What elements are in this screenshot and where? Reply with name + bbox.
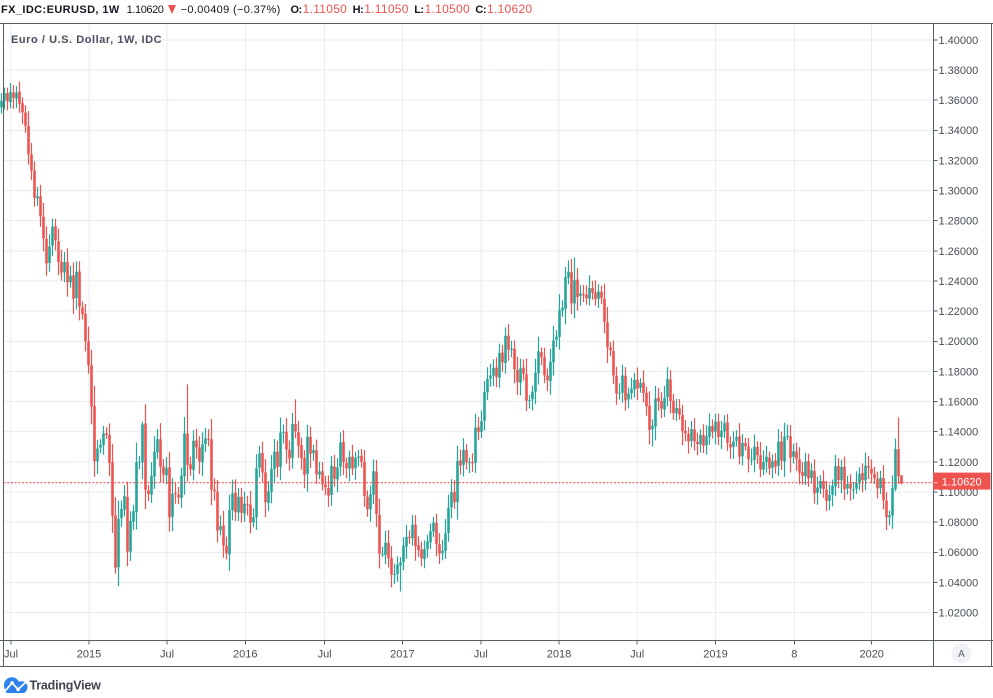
svg-text:1.02000: 1.02000 bbox=[939, 608, 979, 620]
svg-text:2019: 2019 bbox=[703, 649, 727, 661]
svg-text:1.08000: 1.08000 bbox=[939, 517, 979, 529]
svg-text:2020: 2020 bbox=[859, 649, 883, 661]
svg-text:1.18000: 1.18000 bbox=[939, 366, 979, 378]
svg-text:Jul: Jul bbox=[318, 649, 332, 661]
svg-text:2017: 2017 bbox=[390, 649, 414, 661]
svg-text:1.16000: 1.16000 bbox=[939, 397, 979, 409]
svg-text:2015: 2015 bbox=[77, 649, 101, 661]
svg-text:1.24000: 1.24000 bbox=[939, 276, 979, 288]
svg-text:1.30000: 1.30000 bbox=[939, 186, 979, 198]
svg-text:1.20000: 1.20000 bbox=[939, 336, 979, 348]
svg-text:1.04000: 1.04000 bbox=[939, 577, 979, 589]
svg-text:1.10620: 1.10620 bbox=[942, 477, 982, 489]
svg-text:Jul: Jul bbox=[160, 649, 174, 661]
svg-text:1.10000: 1.10000 bbox=[939, 487, 979, 499]
svg-text:1.36000: 1.36000 bbox=[939, 95, 979, 107]
svg-text:1.34000: 1.34000 bbox=[939, 125, 979, 137]
svg-text:1.26000: 1.26000 bbox=[939, 246, 979, 258]
svg-text:1.22000: 1.22000 bbox=[939, 306, 979, 318]
svg-text:TradingView: TradingView bbox=[30, 678, 102, 692]
svg-text:2018: 2018 bbox=[547, 649, 571, 661]
svg-text:8: 8 bbox=[791, 649, 797, 661]
svg-text:1.40000: 1.40000 bbox=[939, 35, 979, 47]
svg-text:1.06000: 1.06000 bbox=[939, 547, 979, 559]
svg-text:Jul: Jul bbox=[474, 649, 488, 661]
svg-text:2016: 2016 bbox=[233, 649, 257, 661]
svg-text:Jul: Jul bbox=[4, 649, 18, 661]
svg-text:1.28000: 1.28000 bbox=[939, 216, 979, 228]
svg-text:Jul: Jul bbox=[630, 649, 644, 661]
svg-text:1.12000: 1.12000 bbox=[939, 457, 979, 469]
svg-text:A: A bbox=[958, 649, 965, 660]
svg-text:1.14000: 1.14000 bbox=[939, 427, 979, 439]
svg-text:1.38000: 1.38000 bbox=[939, 65, 979, 77]
svg-text:1.32000: 1.32000 bbox=[939, 155, 979, 167]
